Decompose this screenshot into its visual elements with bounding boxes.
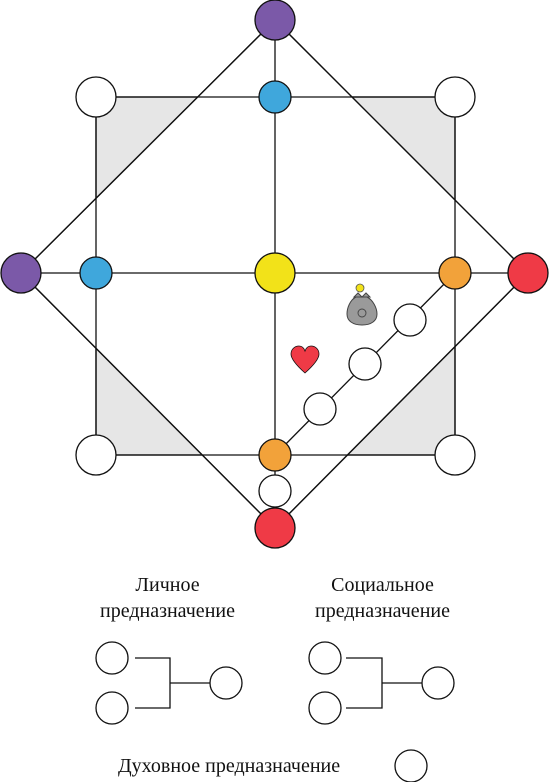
legend-personal-circle-bottom (95, 691, 129, 725)
circle-yellow-center (254, 252, 296, 294)
circle-white-bottom (258, 474, 292, 508)
legend-spiritual-title: Духовное предназначение (118, 755, 341, 777)
circle-red-right (507, 252, 549, 294)
circle-diagonal-1 (393, 303, 427, 337)
legend-personal-circle-top (95, 641, 129, 675)
circle-corner-br (434, 434, 476, 476)
heart-icon (290, 345, 320, 374)
legend-social-title-line2: предназначение (315, 600, 450, 622)
circle-blue-top (258, 80, 292, 114)
diamond-edge-bl (20, 272, 276, 529)
circle-purple-left (0, 252, 42, 294)
circle-orange-bottom (258, 438, 292, 472)
legend-personal-title-line2: предназначение (100, 600, 235, 622)
circle-red-bottom (254, 507, 296, 549)
diamond-edge-tr (274, 19, 529, 274)
legend-social-title-line1: Социальное (331, 574, 434, 596)
circle-purple-top (254, 0, 296, 41)
circle-corner-bl (75, 434, 117, 476)
circle-diagonal-2 (348, 347, 382, 381)
diamond-edge-br (274, 272, 529, 529)
legend-personal-bracket (135, 657, 210, 709)
money-bag-icon (346, 283, 378, 326)
legend-spiritual-circle (394, 749, 428, 782)
legend-social-circle-result (421, 666, 455, 700)
legend-social-circle-bottom (308, 691, 342, 725)
circle-corner-tl (75, 76, 117, 118)
circle-blue-left (79, 256, 113, 290)
diamond-edge-tl (20, 19, 276, 274)
legend-social-circle-top (308, 641, 342, 675)
legend-social-bracket (346, 657, 422, 709)
circle-diagonal-3 (303, 392, 337, 426)
circle-corner-tr (434, 76, 476, 118)
legend-personal-circle-result (209, 666, 243, 700)
legend-personal-title-line1: Личное (135, 574, 200, 596)
circle-orange-right (438, 256, 472, 290)
